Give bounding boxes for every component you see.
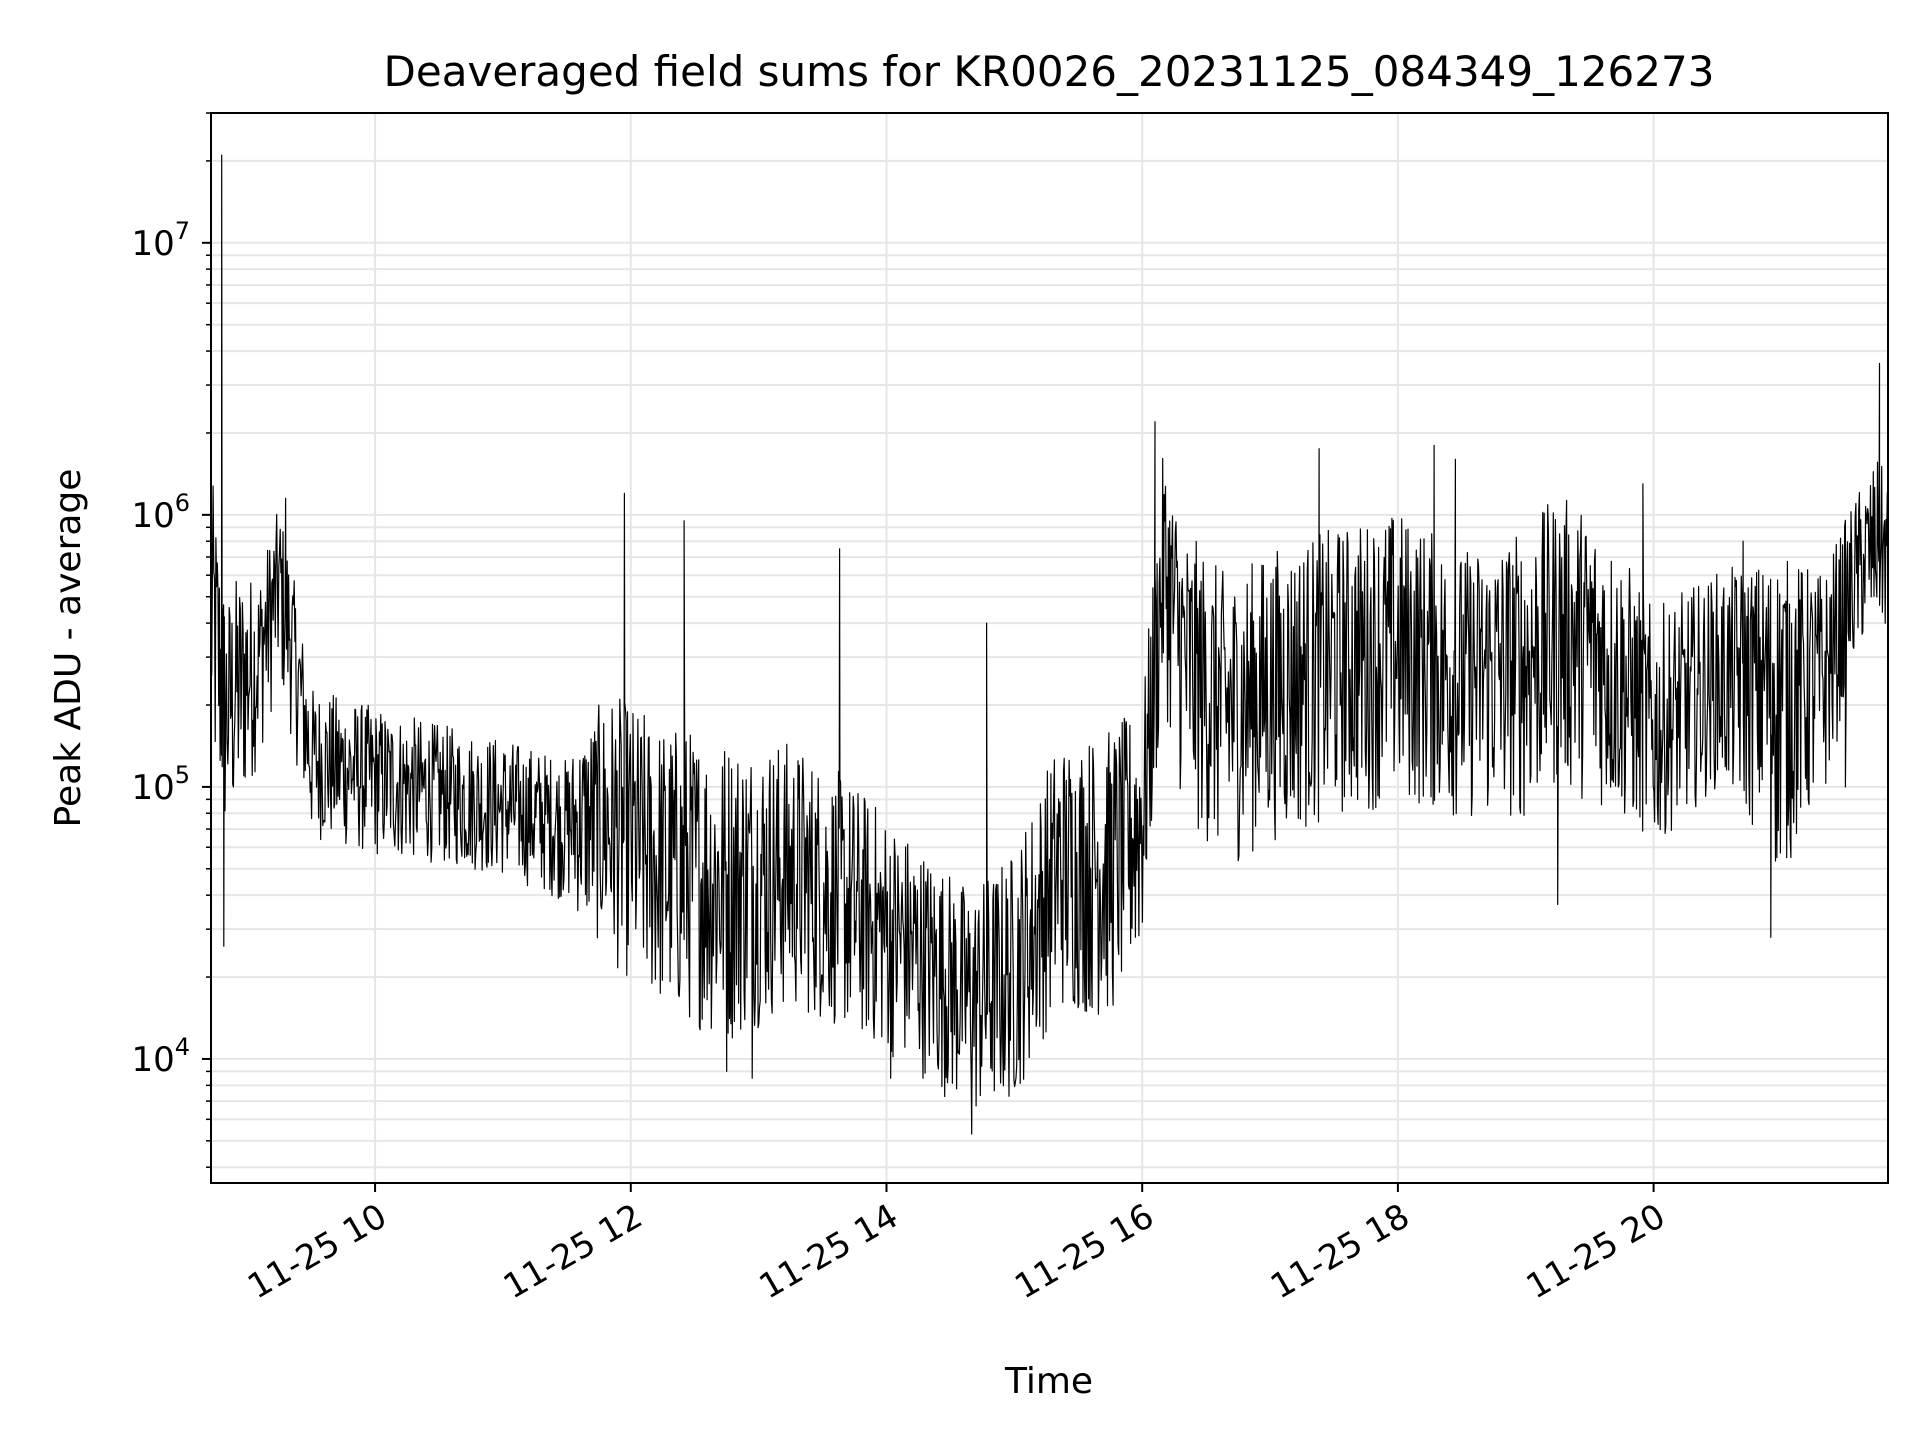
y-tick-label: 104 [131,1033,190,1080]
y-tick-label: 105 [131,761,190,808]
series-line [210,154,1889,1135]
y-axis-label: Peak ADU - average [48,469,89,828]
x-axis-label: Time [1004,1361,1093,1402]
y-tick-exponent: 6 [175,489,190,517]
plot-frame [210,112,1889,1184]
y-tick-base: 10 [131,1040,174,1080]
chart-title: Deaveraged field sums for KR0026_2023112… [384,47,1715,96]
y-tick-exponent: 7 [175,217,190,245]
y-tick-exponent: 4 [175,1033,190,1061]
series-group [210,154,1889,1135]
y-tick-base: 10 [131,224,174,264]
y-tick-label: 107 [131,217,190,264]
y-tick-base: 10 [131,496,174,536]
y-tick-exponent: 5 [175,761,190,789]
y-tick-base: 10 [131,768,174,808]
y-tick-label: 106 [131,489,190,536]
